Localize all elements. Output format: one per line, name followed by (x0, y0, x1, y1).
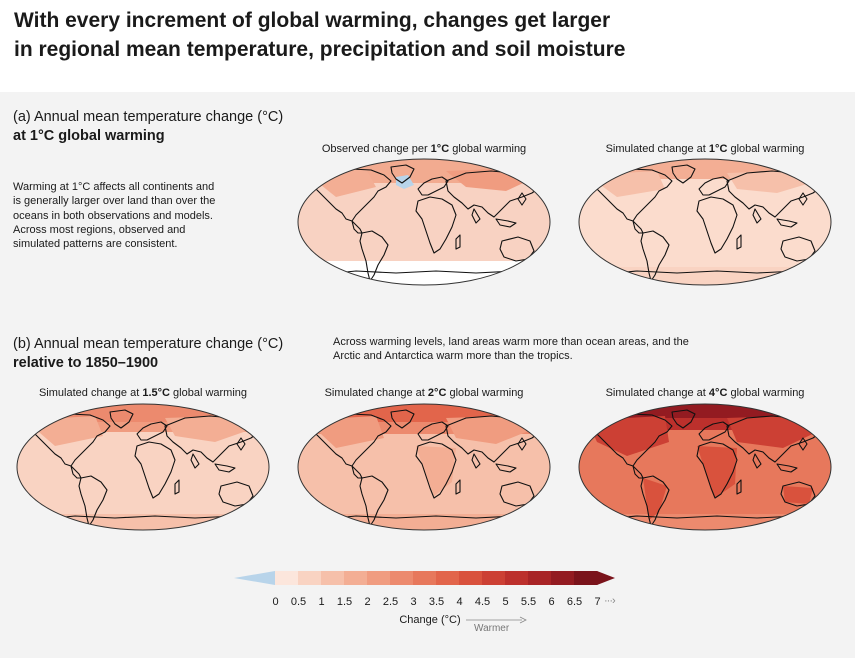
title-line-1: With every increment of global warming, … (14, 9, 611, 32)
section-b-description-line: Arctic and Antarctica warm more than the… (333, 350, 573, 363)
section-a-description-line: oceans in both observations and models. (13, 209, 213, 222)
legend-tick-label: 4.5 (474, 596, 491, 608)
legend-tick-label: 2.5 (382, 596, 399, 608)
section-a-title-line-2: at 1°C global warming (13, 128, 165, 144)
title-line-2: in regional mean temperature, precipitat… (14, 38, 626, 61)
legend-tick-label: 0 (272, 596, 279, 608)
more-arrow-icon: ···› (604, 595, 616, 607)
section-b-description: Across warming levels, land areas warm m… (333, 335, 753, 364)
legend-tick-label: 0.5 (290, 596, 307, 608)
map-observed-1c (297, 158, 551, 286)
legend-swatch (528, 571, 552, 585)
label-text: global warming (446, 387, 524, 399)
map-simulated-2c (297, 403, 551, 531)
label-warming-level: 1.5°C (142, 387, 170, 399)
label-text: Simulated change at (605, 387, 709, 399)
legend-tick-label: 2 (364, 596, 371, 608)
label-warming-level: 1°C (430, 143, 450, 155)
legend-swatch (413, 571, 437, 585)
map-simulated-4c (578, 403, 832, 531)
label-text: Observed change per (321, 143, 431, 155)
section-a-description-line: Across most regions, observed and (13, 223, 186, 236)
map-label-simulated-4c: Simulated change at 4°C global warming (577, 387, 833, 399)
map-label-simulated-2c: Simulated change at 2°C global warming (296, 387, 552, 399)
legend-swatch (574, 571, 598, 585)
legend-tick-label: 5.5 (520, 596, 537, 608)
legend-swatch (551, 571, 575, 585)
legend-tick-label: 6.5 (566, 596, 583, 608)
label-text: global warming (169, 387, 248, 399)
legend-title: Change (°C) (399, 614, 461, 626)
section-a-description: Warming at 1°C affects all continents an… (13, 180, 253, 251)
legend-tick-label: 3 (410, 596, 417, 608)
warmer-arrow-icon (466, 616, 527, 624)
section-b-title-line-1: (b) Annual mean temperature change (°C) (13, 336, 284, 352)
label-text: Simulated change at (324, 387, 428, 399)
section-a-description-line: Warming at 1°C affects all continents an… (13, 181, 215, 193)
map-simulated-1-5c (16, 403, 270, 531)
color-legend (234, 571, 615, 585)
section-a-title-line-1: (a) Annual mean temperature change (°C) (13, 109, 284, 125)
label-text: global warming (727, 143, 805, 155)
legend-tick-label: 6 (548, 596, 555, 608)
map-simulated-1c (578, 158, 832, 286)
section-b-title-line-2: relative to 1850–1900 (13, 355, 159, 371)
legend-tick-label: 5 (502, 596, 509, 608)
legend-swatch (459, 571, 483, 585)
legend-swatch (344, 571, 368, 585)
label-warming-level: 4°C (708, 387, 728, 399)
legend-swatch (321, 571, 345, 585)
legend-swatch (298, 571, 322, 585)
label-text: global warming (449, 143, 527, 155)
map-label-simulated-1-5c: Simulated change at 1.5°C global warming (15, 387, 271, 399)
legend-tick-label: 1.5 (336, 596, 353, 608)
map-label-observed-1c: Observed change per 1°C global warming (296, 143, 552, 155)
section-b-title: (b) Annual mean temperature change (°C) … (13, 335, 283, 373)
legend-swatch (275, 571, 299, 585)
legend-swatch (505, 571, 529, 585)
section-a-description-line: simulated patterns are consistent. (13, 238, 178, 251)
warmer-text: Warmer (474, 623, 510, 634)
section-b-description-line: Across warming levels, land areas warm m… (333, 336, 689, 348)
legend-tick-label: 4 (456, 596, 463, 608)
warmer-arrow-label: Warmer (466, 616, 527, 634)
section-a-description-line: is generally larger over land than over … (13, 195, 216, 208)
label-text: global warming (727, 387, 805, 399)
legend-tick-label: 3.5 (428, 596, 445, 608)
section-a-title: (a) Annual mean temperature change (°C) … (13, 108, 283, 146)
legend-tick-label: 1 (318, 596, 325, 608)
label-text: Simulated change at (605, 143, 709, 155)
legend-swatch (482, 571, 506, 585)
map-label-simulated-1c: Simulated change at 1°C global warming (577, 143, 833, 155)
legend-arrow-tip (597, 571, 615, 585)
legend-swatch (436, 571, 460, 585)
label-text: Simulated change at (38, 387, 143, 399)
label-warming-level: 1°C (708, 143, 728, 155)
legend-swatch (234, 571, 275, 585)
legend-swatch (390, 571, 414, 585)
legend-tick-label: 7 (594, 596, 601, 608)
legend-swatch (367, 571, 391, 585)
figure-title: With every increment of global warming, … (14, 6, 834, 64)
label-warming-level: 2°C (427, 387, 447, 399)
